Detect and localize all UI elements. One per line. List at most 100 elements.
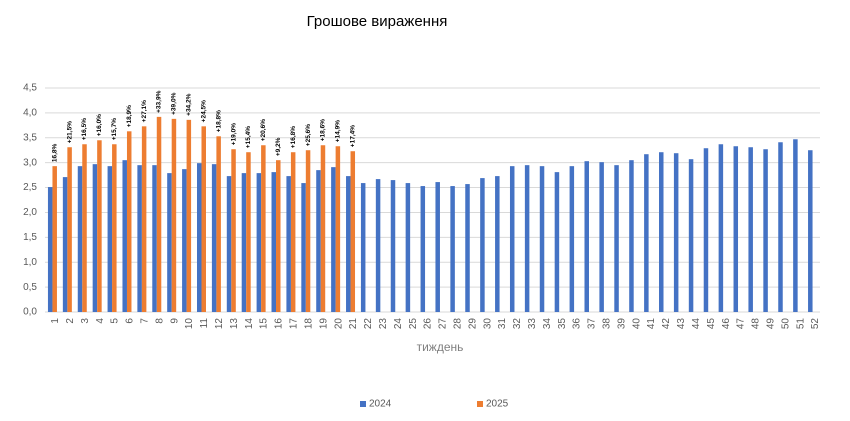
x-tick-label: 3 [80, 318, 91, 324]
x-tick-label: 45 [706, 318, 717, 330]
bar [201, 126, 206, 312]
bar [495, 176, 500, 312]
x-tick-label: 38 [602, 318, 613, 330]
x-tick-label: 14 [244, 318, 255, 330]
bar [335, 146, 341, 312]
x-tick-label: 7 [140, 318, 151, 324]
bar [405, 183, 411, 312]
bar [196, 163, 202, 312]
data-annotation: +24,5% [200, 100, 207, 122]
bar [644, 154, 649, 312]
bar [509, 166, 515, 312]
x-tick-label: 46 [721, 318, 732, 330]
bar [350, 151, 356, 312]
bar [305, 150, 311, 312]
data-annotation: +39,0% [171, 92, 178, 114]
x-tick-label: 32 [512, 318, 523, 330]
y-tick-label: 2,5 [23, 182, 37, 193]
bar [420, 186, 426, 312]
bar [673, 153, 679, 312]
bar [276, 160, 281, 312]
x-tick-label: 18 [303, 318, 314, 330]
bar [290, 152, 296, 312]
x-tick-label: 40 [631, 318, 642, 330]
y-tick-label: 3,0 [23, 157, 37, 168]
bar [77, 166, 83, 312]
bar [763, 149, 768, 312]
bar [465, 184, 470, 312]
x-axis-title: тиждень [417, 340, 464, 354]
x-tick-label: 34 [542, 318, 553, 330]
bar [614, 165, 619, 312]
y-tick-label: 4,5 [23, 83, 37, 94]
x-tick-label: 36 [572, 318, 583, 330]
data-annotation: 16,8% [51, 144, 58, 163]
bar [171, 118, 177, 313]
x-tick-label: 47 [736, 318, 747, 330]
x-tick-label: 21 [348, 318, 359, 330]
bar [286, 176, 291, 312]
x-tick-label: 1 [50, 318, 61, 324]
data-annotation: +21,5% [66, 121, 73, 143]
bar [141, 126, 147, 312]
data-annotation: +15,7% [111, 118, 118, 140]
bar [92, 164, 98, 312]
bar [524, 165, 530, 312]
x-tick-label: 31 [497, 318, 508, 330]
x-tick-label: 27 [438, 318, 449, 330]
bar [226, 176, 232, 312]
x-tick-label: 6 [125, 318, 136, 324]
bar [331, 167, 336, 312]
x-tick-label: 50 [780, 318, 791, 330]
x-tick-label: 11 [199, 318, 210, 329]
x-tick-label: 25 [408, 318, 419, 330]
bar [261, 145, 266, 312]
bar [216, 136, 221, 312]
bar [435, 182, 440, 312]
bar [97, 140, 102, 312]
x-tick-label: 52 [810, 318, 821, 330]
x-tick-label: 33 [527, 318, 538, 330]
bar [47, 187, 53, 312]
bar [629, 160, 634, 312]
x-tick-label: 2 [65, 318, 76, 324]
x-tick-label: 20 [333, 318, 344, 330]
x-tick-label: 16 [274, 318, 285, 330]
bar [67, 147, 72, 312]
bar [569, 166, 575, 312]
data-annotation: +16,0% [96, 114, 103, 136]
bar [554, 172, 560, 312]
bar [271, 172, 277, 312]
x-tick-label: 10 [184, 318, 195, 330]
x-tick-label: 44 [691, 318, 702, 330]
x-tick-label: 42 [661, 318, 672, 330]
legend-label: 2024 [369, 399, 392, 410]
x-tick-label: 19 [318, 318, 329, 330]
y-tick-label: 3,5 [23, 132, 37, 143]
bar [316, 170, 321, 312]
bar [62, 177, 68, 312]
y-tick-label: 2,0 [23, 207, 37, 218]
data-annotation: +16,8% [290, 126, 297, 148]
bar [733, 146, 739, 312]
bar [584, 161, 589, 312]
bar [126, 131, 132, 312]
data-annotation: +15,4% [245, 126, 252, 148]
bar [82, 144, 87, 312]
data-annotation: +9,2% [275, 137, 282, 156]
data-annotation: +14,9% [335, 120, 342, 142]
x-tick-label: 35 [557, 318, 568, 330]
bar [152, 165, 157, 312]
x-tick-label: 17 [289, 318, 300, 330]
bar [659, 152, 664, 312]
bar [112, 144, 117, 312]
data-annotation: +20,6% [260, 119, 267, 141]
bar [688, 159, 694, 312]
x-tick-label: 30 [482, 318, 493, 330]
data-annotation: +17,4% [349, 125, 356, 147]
x-tick-label: 9 [169, 318, 180, 324]
data-annotation: +34,2% [186, 93, 193, 115]
data-annotation: +18,9% [126, 105, 133, 127]
y-tick-label: 4,0 [23, 108, 37, 119]
